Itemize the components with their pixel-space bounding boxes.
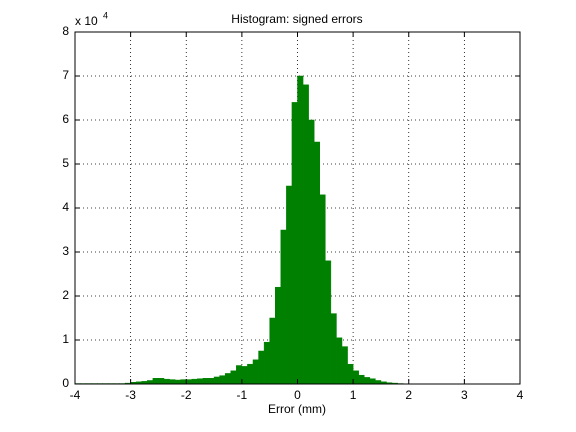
- y-tick-label: 3: [62, 244, 69, 258]
- x-tick-label: -4: [70, 388, 81, 402]
- bar: [280, 229, 287, 385]
- bar: [241, 366, 248, 385]
- y-tick-label: 8: [62, 24, 69, 38]
- bar: [375, 380, 382, 385]
- bar: [297, 75, 304, 385]
- bar: [180, 379, 187, 385]
- x-tick-label: 0: [294, 388, 301, 402]
- bar: [352, 370, 359, 385]
- bar: [147, 380, 154, 385]
- x-tick-label: 4: [517, 388, 524, 402]
- bar: [219, 375, 226, 385]
- x-tick-label: 2: [405, 388, 412, 402]
- bar: [163, 378, 170, 385]
- bar: [286, 185, 293, 385]
- y-scale-base: x 10: [75, 14, 98, 28]
- bar: [308, 119, 315, 385]
- y-scale-exponent: 4: [103, 10, 108, 20]
- bar: [236, 365, 243, 385]
- bar: [291, 102, 298, 385]
- bar: [208, 378, 215, 385]
- bar: [230, 370, 237, 385]
- bar: [358, 374, 365, 385]
- bar: [224, 373, 231, 385]
- bar: [258, 350, 265, 385]
- bar: [186, 379, 193, 385]
- bar: [169, 379, 176, 385]
- bar: [197, 378, 204, 385]
- bar: [252, 359, 259, 385]
- bar: [325, 260, 332, 385]
- bar: [347, 363, 354, 385]
- y-tick-label: 1: [62, 332, 69, 346]
- bar: [336, 337, 343, 385]
- bar: [369, 378, 376, 385]
- chart-title: Histogram: signed errors: [231, 12, 362, 26]
- y-tick-label: 2: [62, 288, 69, 302]
- y-tick-label: 6: [62, 112, 69, 126]
- bar: [341, 346, 348, 385]
- y-tick-label: 5: [62, 156, 69, 170]
- x-tick-label: -3: [125, 388, 136, 402]
- bar: [158, 378, 165, 385]
- bar: [319, 194, 326, 385]
- bar: [174, 379, 181, 385]
- bar: [191, 378, 198, 385]
- bar: [330, 313, 337, 385]
- y-tick-label: 0: [62, 376, 69, 390]
- x-tick-label: -2: [181, 388, 192, 402]
- bar: [247, 363, 254, 385]
- bar: [263, 341, 270, 385]
- bar: [213, 376, 220, 385]
- bar: [152, 378, 159, 385]
- bar: [364, 377, 371, 385]
- y-tick-label: 7: [62, 68, 69, 82]
- bar: [202, 378, 209, 385]
- bar: [275, 286, 282, 385]
- bar: [313, 141, 320, 385]
- x-tick-label: 3: [461, 388, 468, 402]
- x-tick-label: 1: [350, 388, 357, 402]
- bar: [269, 317, 276, 385]
- y-tick-label: 4: [62, 200, 69, 214]
- bar: [302, 84, 309, 385]
- x-axis-label: Error (mm): [268, 402, 326, 416]
- x-tick-label: -1: [237, 388, 248, 402]
